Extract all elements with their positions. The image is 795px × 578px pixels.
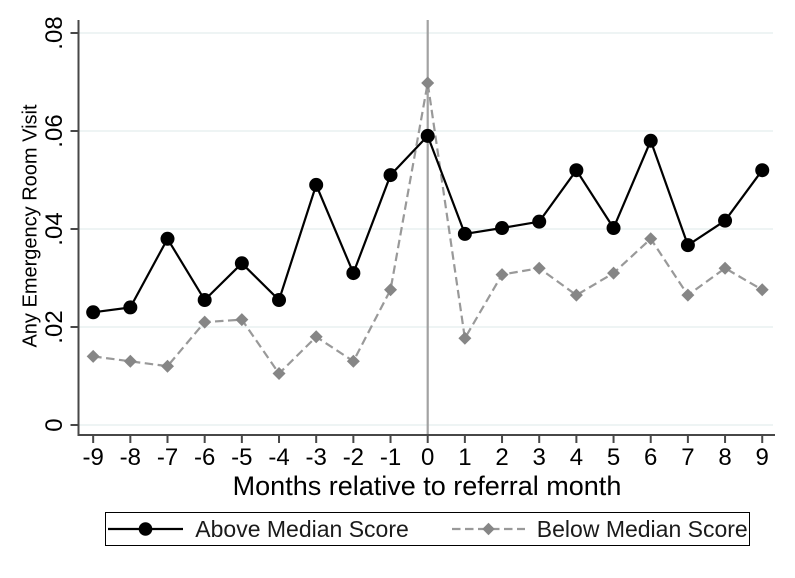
x-tick-label: 5	[607, 444, 620, 471]
data-point-below	[235, 313, 249, 327]
x-tick-label: 2	[495, 444, 508, 471]
y-tick-label: 0	[41, 418, 68, 431]
data-point-above	[718, 213, 733, 228]
data-point-above	[160, 231, 175, 246]
data-point-above	[346, 266, 361, 281]
data-point-below	[272, 367, 286, 381]
x-tick-label: 7	[681, 444, 694, 471]
y-tick-label: .08	[41, 16, 68, 49]
data-point-above	[755, 163, 770, 178]
x-axis-title: Months relative to referral month	[232, 471, 622, 501]
legend: Above Median Score Below Median Score	[105, 512, 750, 546]
y-tick-label: .06	[41, 114, 68, 147]
data-point-above	[86, 305, 101, 320]
data-point-above	[643, 133, 658, 148]
legend-item-below: Below Median Score	[451, 516, 748, 543]
data-point-below	[309, 330, 323, 344]
data-point-below	[86, 349, 100, 363]
data-point-below	[123, 354, 137, 368]
data-point-below	[718, 261, 732, 275]
x-tick-label: -1	[380, 444, 401, 471]
x-tick-label: 4	[570, 444, 583, 471]
x-tick-label: -3	[306, 444, 327, 471]
data-point-below	[532, 261, 546, 275]
data-point-above	[680, 238, 695, 253]
x-tick-label: 0	[421, 444, 434, 471]
data-point-above	[272, 293, 287, 308]
data-point-below	[755, 283, 769, 297]
x-tick-label: -2	[343, 444, 364, 471]
x-tick-label: -9	[82, 444, 103, 471]
data-point-below	[458, 331, 472, 345]
x-tick-label: -8	[120, 444, 141, 471]
data-point-below	[384, 283, 398, 297]
data-point-below	[644, 232, 658, 246]
data-point-above	[532, 214, 547, 229]
data-point-above	[197, 293, 212, 308]
legend-item-above: Above Median Score	[107, 516, 409, 543]
legend-label-below: Below Median Score	[536, 515, 748, 542]
x-tick-label: -7	[157, 444, 178, 471]
data-point-above	[569, 163, 584, 178]
data-point-above	[383, 168, 398, 183]
data-point-above	[457, 226, 472, 241]
x-tick-label: -6	[194, 444, 215, 471]
data-point-below	[681, 288, 695, 302]
data-point-above	[123, 300, 138, 315]
data-point-above	[420, 128, 435, 143]
x-tick-label: -5	[231, 444, 252, 471]
y-tick-label: .04	[41, 212, 68, 245]
x-tick-label: 9	[756, 444, 769, 471]
data-point-below	[495, 268, 509, 282]
data-point-below	[346, 354, 360, 368]
data-point-above	[606, 221, 621, 236]
x-tick-label: 8	[718, 444, 731, 471]
data-point-above	[309, 177, 324, 192]
data-point-below	[421, 76, 435, 90]
data-point-below	[569, 288, 583, 302]
data-point-below	[607, 266, 621, 280]
above-median-line-sample	[108, 522, 184, 536]
below-median-line-sample	[451, 522, 525, 536]
x-tick-label: 3	[533, 444, 546, 471]
legend-label-above: Above Median Score	[195, 515, 409, 542]
y-tick-label: .02	[41, 310, 68, 343]
x-tick-label: -4	[268, 444, 289, 471]
data-point-below	[161, 359, 175, 373]
data-point-above	[234, 256, 249, 271]
x-tick-label: 1	[458, 444, 471, 471]
x-tick-label: 6	[644, 444, 657, 471]
data-point-above	[495, 221, 510, 236]
data-point-below	[198, 315, 212, 329]
y-axis-title: Any Emergency Room Visit	[19, 104, 42, 348]
